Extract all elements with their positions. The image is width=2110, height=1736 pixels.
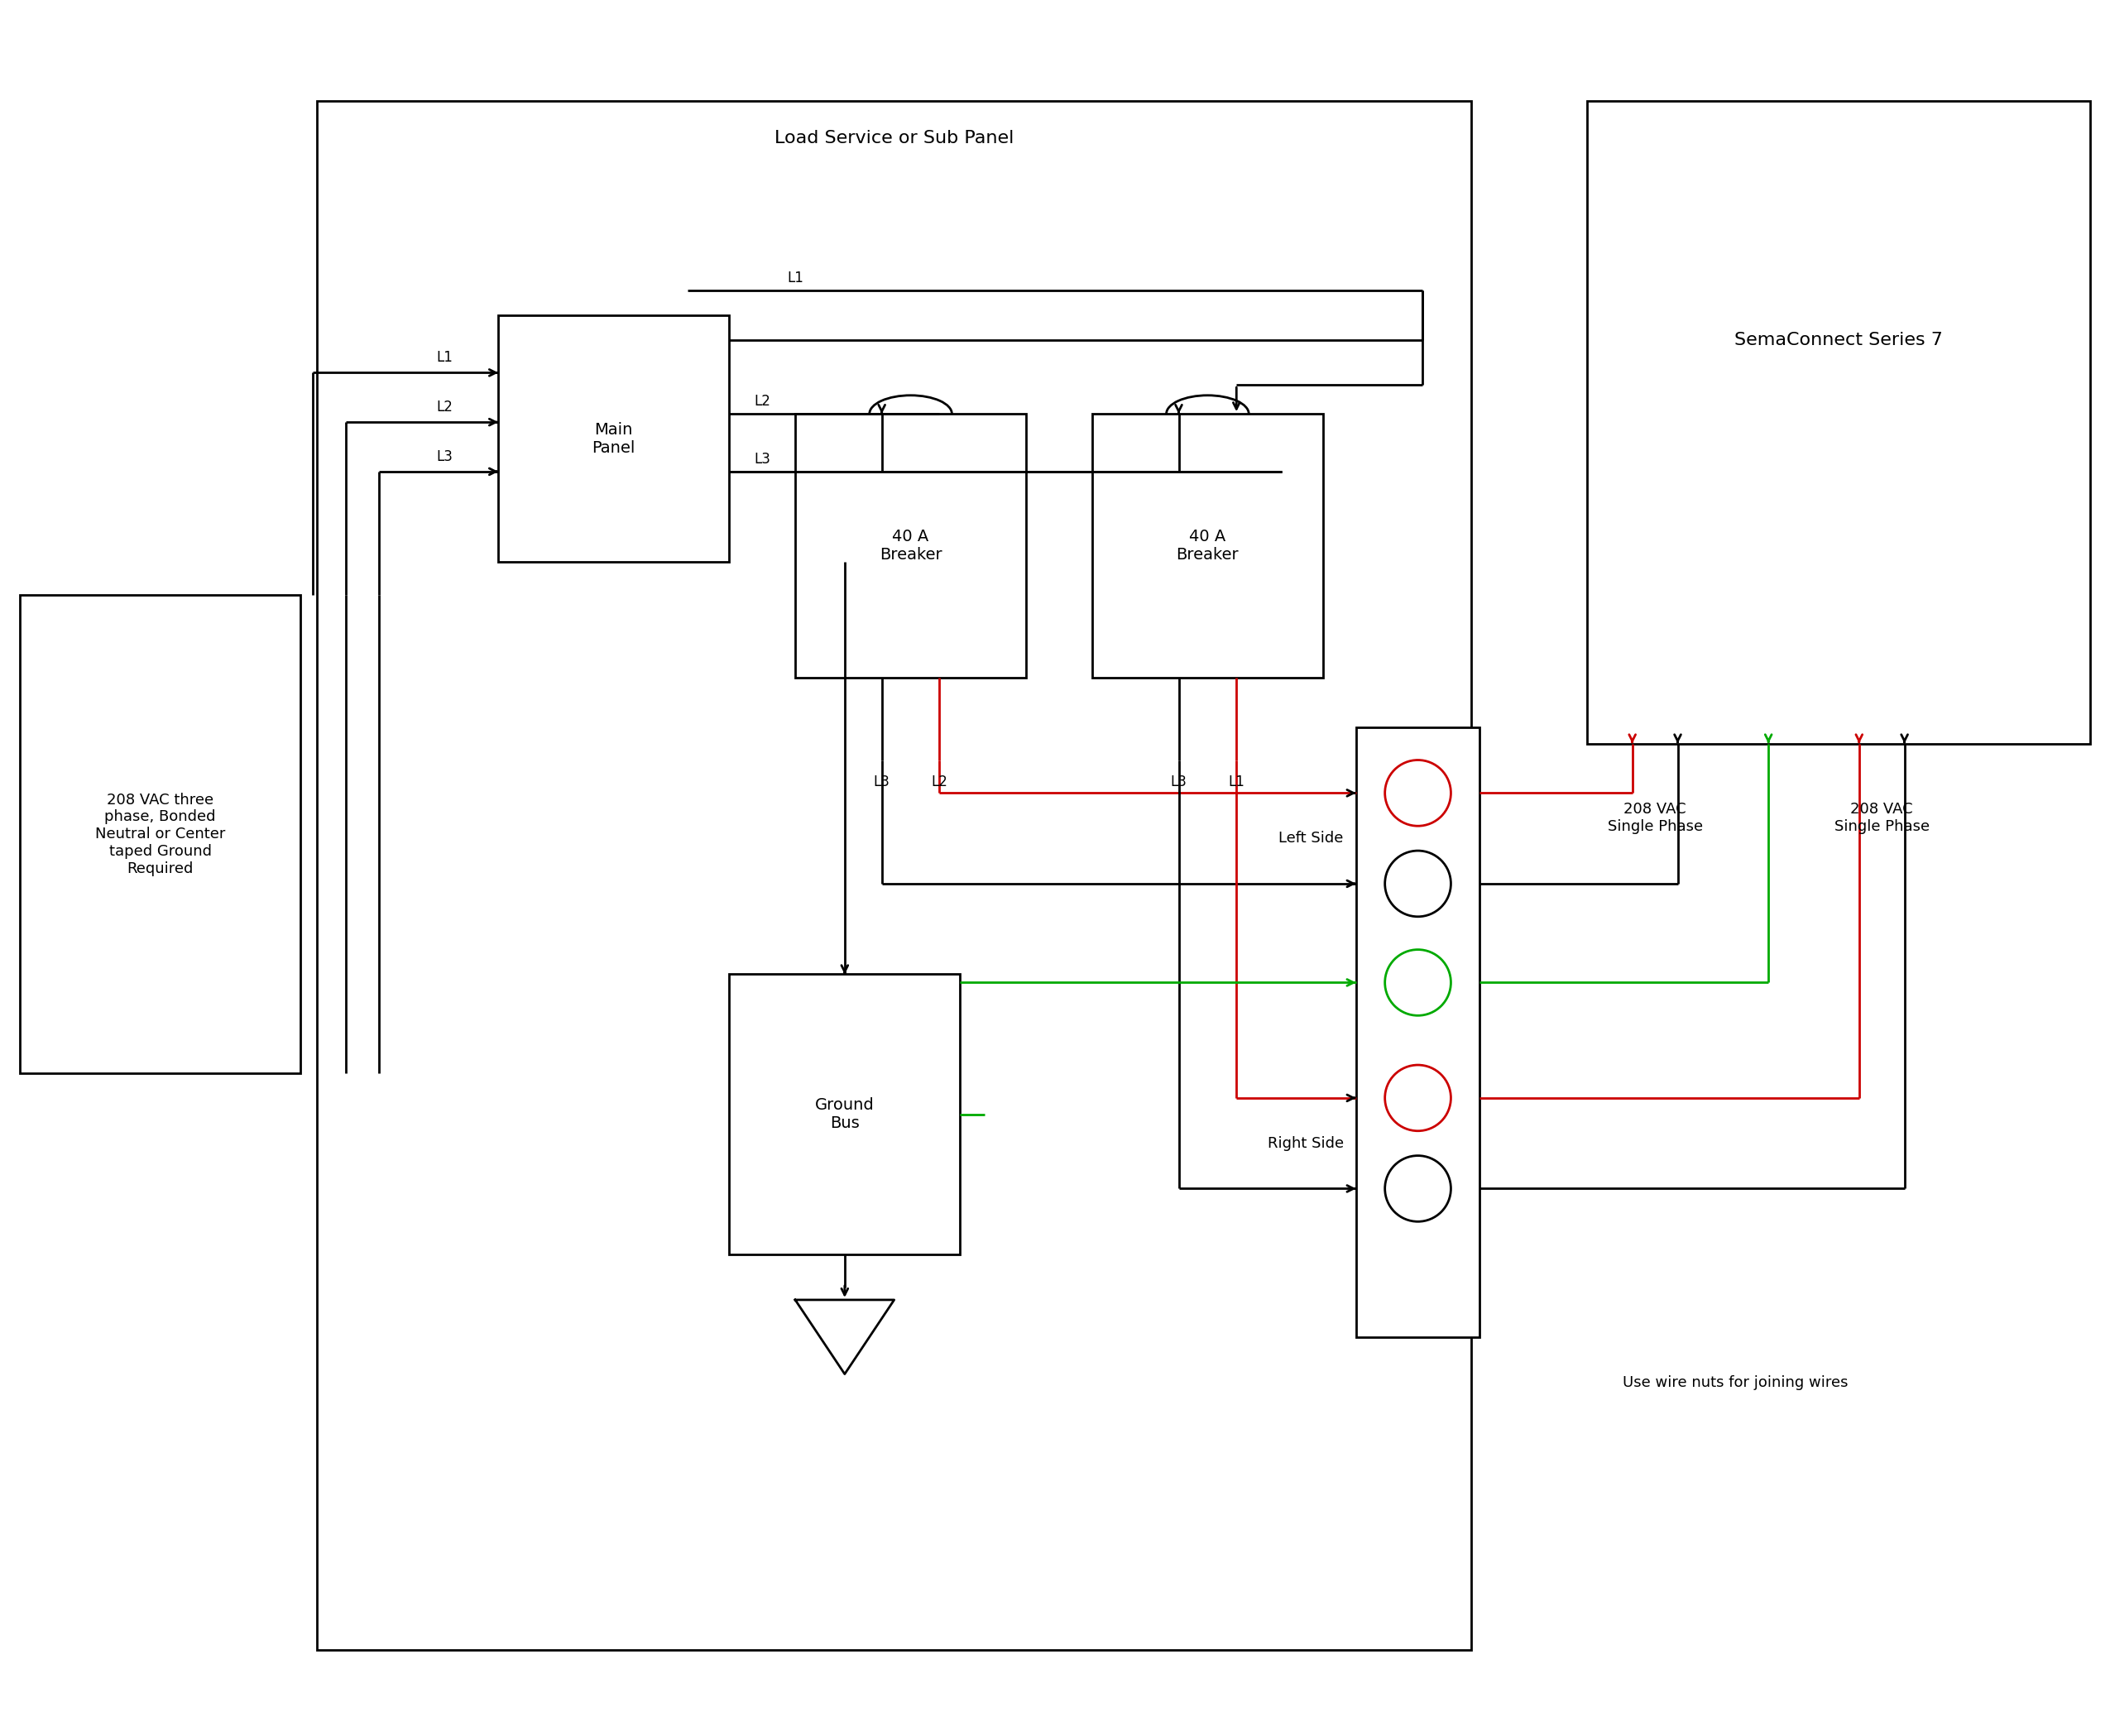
Bar (1357, 727, 1479, 1337)
Text: 40 A
Breaker: 40 A Breaker (1175, 529, 1239, 562)
Text: L3: L3 (437, 450, 454, 464)
Text: 208 VAC
Single Phase: 208 VAC Single Phase (1834, 802, 1929, 833)
Text: L2: L2 (753, 394, 770, 410)
Text: L2: L2 (437, 399, 454, 415)
Text: 208 VAC
Single Phase: 208 VAC Single Phase (1608, 802, 1703, 833)
Text: Use wire nuts for joining wires: Use wire nuts for joining wires (1623, 1375, 1848, 1391)
Text: L1: L1 (787, 271, 804, 285)
Text: SemaConnect Series 7: SemaConnect Series 7 (1734, 332, 1943, 347)
Text: 208 VAC three
phase, Bonded
Neutral or Center
taped Ground
Required: 208 VAC three phase, Bonded Neutral or C… (95, 792, 226, 877)
Text: Ground
Bus: Ground Bus (814, 1097, 874, 1132)
Text: Main
Panel: Main Panel (593, 422, 635, 455)
Text: Right Side: Right Side (1268, 1135, 1344, 1151)
Text: L3: L3 (1171, 774, 1188, 790)
Text: Left Side: Left Side (1279, 832, 1344, 845)
Bar (730, 974, 960, 1255)
Text: L3: L3 (874, 774, 890, 790)
Text: L3: L3 (753, 451, 770, 467)
Bar (498, 314, 730, 562)
Bar (19, 595, 300, 1073)
Text: L1: L1 (1228, 774, 1245, 790)
Bar (1587, 101, 2091, 743)
Text: L1: L1 (437, 351, 454, 365)
Text: Load Service or Sub Panel: Load Service or Sub Panel (774, 130, 1015, 146)
Bar (795, 413, 1025, 677)
Text: L2: L2 (931, 774, 947, 790)
Bar (316, 101, 1471, 1651)
Bar (1093, 413, 1323, 677)
Text: 40 A
Breaker: 40 A Breaker (880, 529, 941, 562)
